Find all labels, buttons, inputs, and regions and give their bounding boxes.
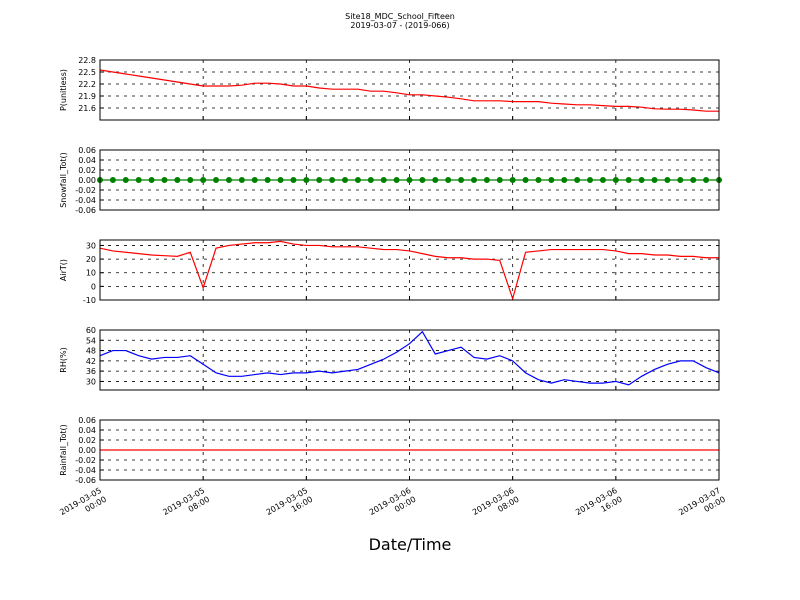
y-tick-label: 22.5 — [78, 68, 96, 77]
data-point — [599, 177, 606, 183]
data-point — [509, 177, 516, 183]
data-line — [99, 330, 720, 386]
y-tick-label: 22.2 — [78, 80, 96, 89]
y-tick-label: 42 — [86, 357, 96, 366]
data-point — [458, 177, 465, 183]
data-point — [329, 177, 336, 183]
y-tick-label: 60 — [86, 326, 96, 335]
data-point — [664, 177, 671, 183]
plot-frame — [99, 419, 720, 481]
data-point — [625, 177, 632, 183]
data-point — [483, 177, 490, 183]
y-tick-label: -0.06 — [75, 476, 96, 485]
y-axis-label: Snowfall_Tot() — [59, 152, 68, 208]
y-tick-label: 0.04 — [78, 426, 96, 435]
data-point — [174, 177, 181, 183]
y-axis-label: Rainfall_Tot() — [59, 424, 68, 476]
y-tick-label: -0.04 — [75, 466, 96, 475]
y-tick-label: 0.00 — [78, 446, 96, 455]
data-point — [522, 177, 529, 183]
data-point — [213, 177, 220, 183]
data-point — [651, 177, 658, 183]
y-tick-label: 22.8 — [78, 56, 96, 65]
y-tick-label: 48 — [86, 347, 96, 356]
y-tick-label: 0.00 — [78, 176, 96, 185]
y-tick-label: 0 — [91, 282, 96, 291]
data-point — [200, 177, 207, 183]
y-tick-label: -0.02 — [75, 456, 96, 465]
plot-frame — [99, 59, 720, 121]
data-point — [135, 177, 142, 183]
y-tick-label: -0.04 — [75, 196, 96, 205]
y-tick-label: 30 — [86, 241, 96, 250]
data-point — [496, 177, 503, 183]
data-point — [638, 177, 645, 183]
plot-frame — [99, 329, 720, 391]
data-point — [690, 177, 697, 183]
data-point — [251, 177, 258, 183]
plot-frame — [99, 149, 720, 211]
data-point — [148, 177, 155, 183]
data-point — [316, 177, 323, 183]
y-tick-label: 21.6 — [78, 104, 96, 113]
data-point — [432, 177, 439, 183]
data-line — [99, 69, 719, 112]
x-axis-label: Date/Time — [369, 535, 452, 554]
data-point — [277, 177, 284, 183]
y-tick-label: 10 — [86, 269, 96, 278]
data-point — [548, 177, 555, 183]
data-point — [290, 177, 297, 183]
data-point — [367, 177, 374, 183]
data-point — [238, 177, 245, 183]
y-tick-label: 30 — [86, 377, 96, 386]
data-point — [122, 177, 129, 183]
data-point — [354, 177, 361, 183]
y-tick-label: 0.06 — [78, 146, 96, 155]
data-point — [535, 177, 542, 183]
plot-frame — [99, 239, 720, 301]
data-point — [561, 177, 568, 183]
figure-subtitle: 2019-03-07 - (2019-066) — [350, 21, 449, 30]
y-axis-label: RH(%) — [59, 347, 68, 372]
y-axis-label: P(unitless) — [59, 69, 68, 111]
y-tick-label: -0.02 — [75, 186, 96, 195]
y-tick-label: 54 — [86, 336, 96, 345]
y-axis-label: AirT() — [59, 259, 68, 281]
data-point — [677, 177, 684, 183]
y-tick-label: 36 — [86, 367, 96, 376]
data-point — [393, 177, 400, 183]
data-point — [574, 177, 581, 183]
data-point — [109, 177, 116, 183]
data-point — [406, 177, 413, 183]
y-tick-label: -10 — [83, 296, 96, 305]
y-tick-label: -0.06 — [75, 206, 96, 215]
data-point — [380, 177, 387, 183]
data-point — [419, 177, 426, 183]
data-point — [225, 177, 232, 183]
data-point — [264, 177, 271, 183]
figure-title: Site18_MDC_School_Fifteen — [345, 12, 455, 21]
y-tick-label: 0.02 — [78, 436, 96, 445]
data-point — [187, 177, 194, 183]
y-tick-label: 0.04 — [78, 156, 96, 165]
y-tick-label: 20 — [86, 255, 96, 264]
y-tick-label: 21.9 — [78, 92, 96, 101]
y-tick-label: 0.02 — [78, 166, 96, 175]
y-tick-label: 0.06 — [78, 416, 96, 425]
data-point — [470, 177, 477, 183]
data-line — [99, 240, 719, 301]
data-point — [161, 177, 168, 183]
data-point — [342, 177, 349, 183]
data-point — [587, 177, 594, 183]
data-point — [612, 177, 619, 183]
data-point — [303, 177, 310, 183]
data-point — [445, 177, 452, 183]
data-point — [703, 177, 710, 183]
